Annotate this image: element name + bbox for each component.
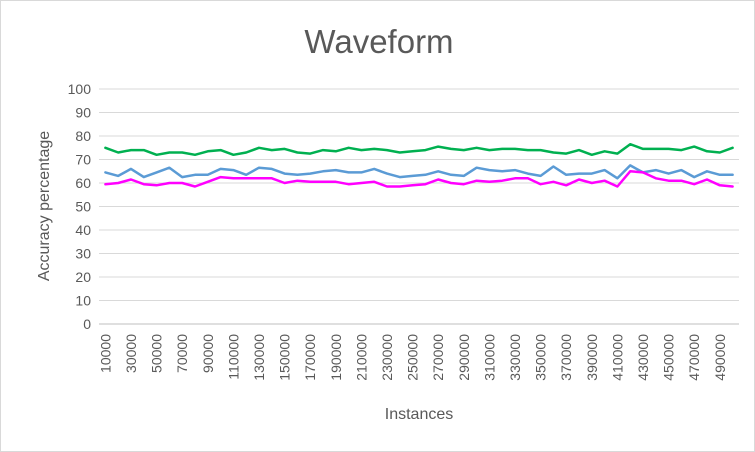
y-tick-label: 50: [75, 199, 91, 215]
x-tick-label: 270000: [430, 334, 446, 381]
x-axis-label: Instances: [385, 406, 453, 423]
x-tick-label: 250000: [405, 334, 421, 381]
x-tick-label: 90000: [200, 334, 216, 373]
gridlines: [99, 88, 739, 325]
x-tick-label: 210000: [353, 334, 369, 381]
chart-title: Waveform: [304, 23, 453, 60]
x-axis-ticks: 10000 30000 50000 70000 90000 110000 130000 150…: [97, 334, 727, 381]
x-tick-label: 390000: [584, 334, 600, 381]
x-tick-label: 230000: [379, 334, 395, 381]
y-tick-label: 70: [75, 152, 91, 168]
x-tick-label: 450000: [661, 334, 677, 381]
x-tick-label: 330000: [507, 334, 523, 381]
x-tick-label: 110000: [225, 334, 241, 380]
x-tick-label: 350000: [533, 334, 549, 381]
y-tick-label: 30: [75, 246, 91, 262]
x-tick-label: 290000: [456, 334, 472, 381]
x-tick-label: 490000: [712, 334, 728, 381]
y-tick-label: 40: [75, 222, 91, 238]
y-tick-label: 0: [83, 316, 91, 332]
y-tick-label: 10: [75, 293, 91, 309]
x-tick-label: 370000: [558, 334, 574, 381]
x-tick-label: 170000: [302, 334, 318, 381]
y-axis-label: Accuracy percentage: [36, 131, 53, 281]
series-line-1: [104, 142, 734, 157]
x-tick-label: 50000: [149, 334, 165, 373]
x-tick-label: 430000: [635, 334, 651, 381]
y-tick-label: 100: [68, 81, 92, 97]
x-tick-label: 30000: [123, 334, 139, 373]
x-tick-label: 70000: [174, 334, 190, 373]
y-tick-label: 80: [75, 128, 91, 144]
x-tick-label: 150000: [277, 334, 293, 381]
series-line-3: [104, 170, 734, 188]
y-tick-label: 60: [75, 175, 91, 191]
y-tick-label: 20: [75, 269, 91, 285]
series-line-2: [104, 164, 734, 180]
x-tick-label: 470000: [686, 334, 702, 381]
x-tick-label: 410000: [609, 334, 625, 381]
x-tick-label: 310000: [481, 334, 497, 381]
series-lines: [104, 142, 734, 188]
x-tick-label: 190000: [328, 334, 344, 381]
x-tick-label: 10000: [97, 334, 113, 373]
x-tick-label: 130000: [251, 334, 267, 381]
y-tick-label: 90: [75, 105, 91, 121]
y-axis-ticks: 0 10 20 30 40 50 60 70 80 90 100: [68, 81, 92, 332]
